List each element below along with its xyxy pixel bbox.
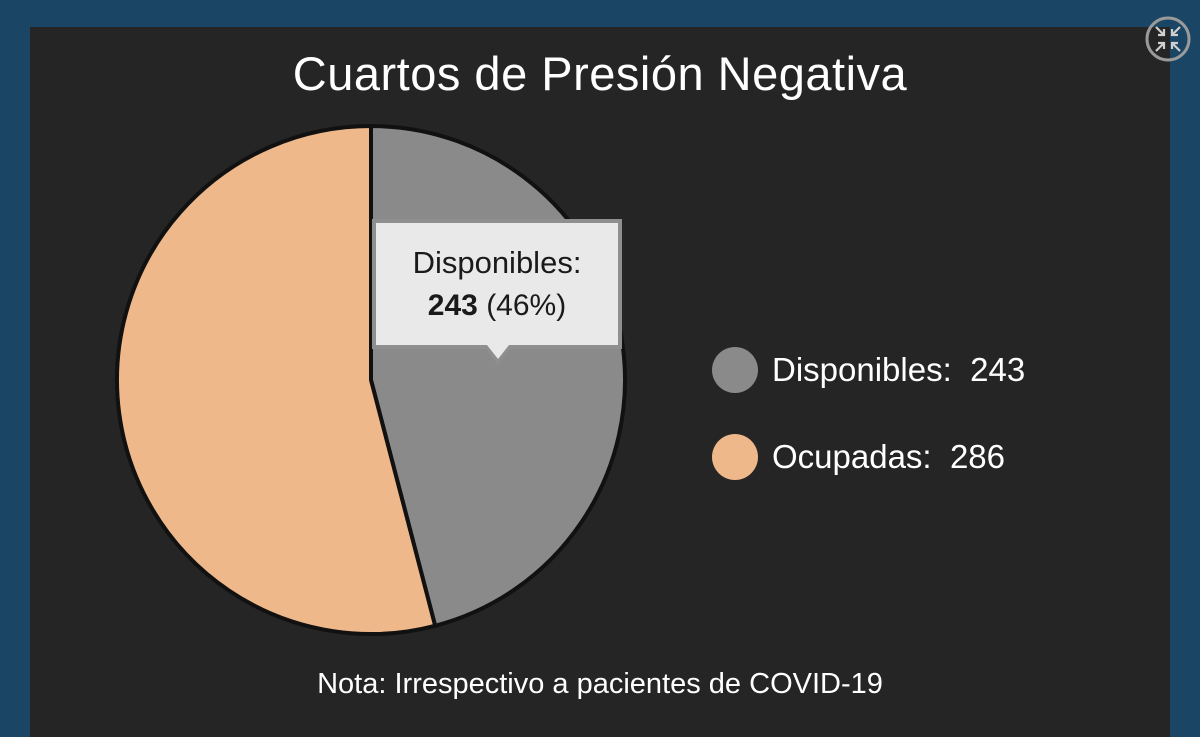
legend-label-ocupadas: Ocupadas: bbox=[772, 438, 932, 475]
tooltip-value: 243 bbox=[427, 289, 478, 322]
tooltip-value-line: 243 (46%) bbox=[376, 289, 618, 323]
pie-slice-ocupadas[interactable] bbox=[115, 124, 438, 636]
legend-swatch-disponibles bbox=[712, 347, 758, 393]
legend-item-disponibles[interactable]: Disponibles: 243 bbox=[712, 340, 1112, 400]
tooltip-label: Disponibles: bbox=[412, 245, 582, 280]
exit-fullscreen-icon bbox=[1145, 16, 1191, 62]
tooltip-percent: (46%) bbox=[486, 289, 567, 322]
legend-swatch-ocupadas bbox=[712, 434, 758, 480]
legend-text-ocupadas: Ocupadas: 286 bbox=[772, 438, 1005, 476]
legend-label-disponibles: Disponibles: bbox=[772, 351, 952, 388]
tooltip: Disponibles: 243 (46%) bbox=[372, 219, 622, 349]
legend-item-ocupadas[interactable]: Ocupadas: 286 bbox=[712, 427, 1112, 487]
legend-value-disponibles: 243 bbox=[970, 351, 1026, 388]
legend-text-disponibles: Disponibles: 243 bbox=[772, 351, 1025, 389]
legend-value-ocupadas: 286 bbox=[949, 438, 1006, 475]
chart-title: Cuartos de Presión Negativa bbox=[292, 47, 908, 100]
exit-fullscreen-button[interactable] bbox=[1143, 14, 1193, 64]
tooltip-arrow-inner bbox=[487, 345, 509, 359]
footnote: Nota: Irrespectivo a pacientes de COVID-… bbox=[317, 668, 883, 700]
